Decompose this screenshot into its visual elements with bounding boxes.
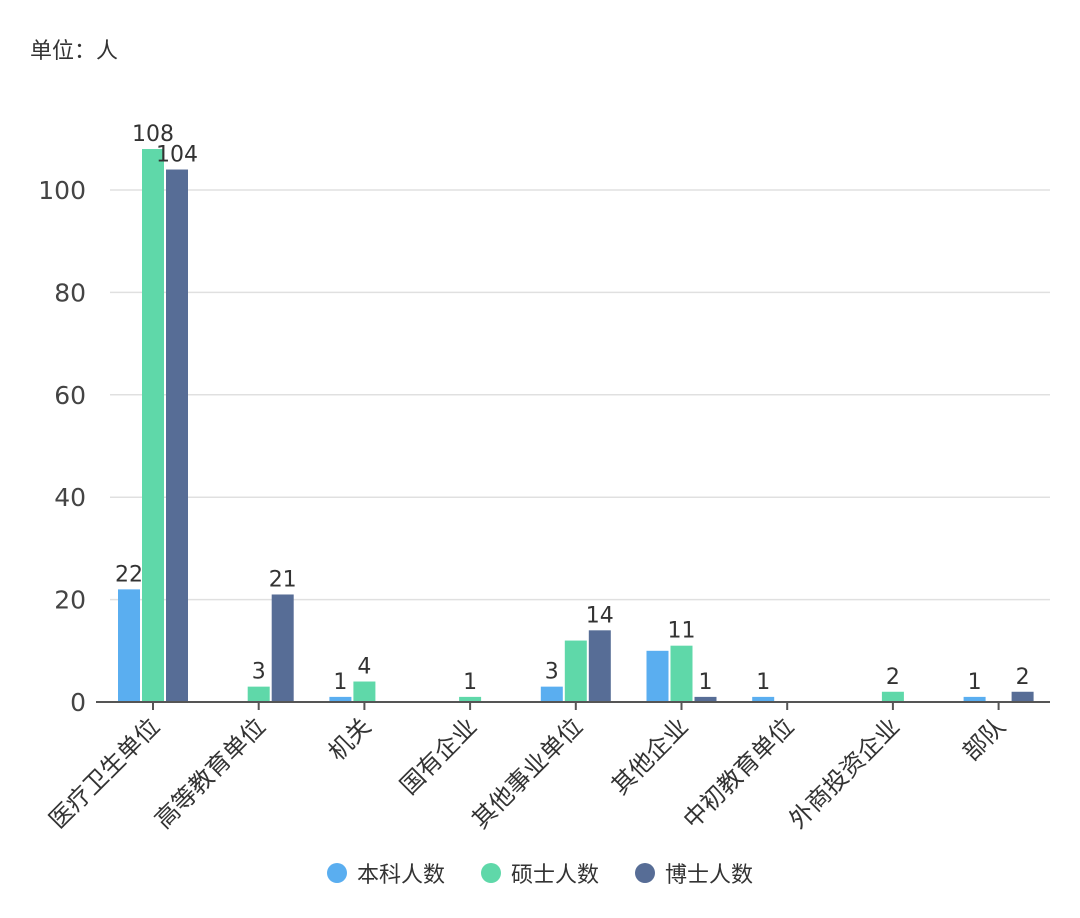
bar-value-label: 21 <box>269 567 297 592</box>
x-category-label: 部队 <box>957 712 1011 766</box>
bar-value-label: 1 <box>463 670 477 695</box>
bar-master <box>564 640 587 702</box>
bar-bachelor <box>646 650 669 702</box>
bar-doctor <box>166 169 188 702</box>
bar-value-label: 1 <box>333 670 347 695</box>
y-tick-label: 60 <box>54 381 86 410</box>
bar-value-label: 1 <box>756 670 770 695</box>
bar-value-label: 104 <box>156 143 198 168</box>
bar-value-label: 3 <box>545 660 559 685</box>
legend-item-bachelor[interactable]: 本科人数 <box>326 857 445 889</box>
bar-bachelor <box>540 686 563 702</box>
bar-value-label: 1 <box>699 670 713 695</box>
bar-doctor <box>1011 691 1034 702</box>
bar-master <box>459 696 482 702</box>
legend-item-master[interactable]: 硕士人数 <box>480 857 599 889</box>
grid-lines <box>110 189 1050 601</box>
bar-value-label: 22 <box>115 562 143 587</box>
legend-label: 博士人数 <box>665 863 754 888</box>
bar-master <box>247 686 270 702</box>
x-category-label: 高等教育单位 <box>149 712 271 834</box>
bar-bachelor <box>963 696 986 702</box>
x-category-label: 国有企业 <box>395 712 483 800</box>
bar-master <box>142 149 164 703</box>
legend-label: 本科人数 <box>356 863 445 888</box>
bar-master <box>881 691 904 702</box>
bar-value-label: 11 <box>668 619 696 644</box>
legend-dot-icon <box>326 863 347 883</box>
bar-value-label: 14 <box>586 603 614 628</box>
x-category-label: 机关 <box>323 712 377 766</box>
y-tick-label: 100 <box>38 176 86 205</box>
legend-dot-icon <box>635 863 655 883</box>
bar-value-label: 3 <box>252 660 266 685</box>
bar-value-label: 2 <box>1016 665 1030 690</box>
bar-bachelor <box>329 696 352 702</box>
y-tick-label: 20 <box>54 586 86 615</box>
bar-doctor <box>271 594 294 702</box>
bar-bachelor <box>118 589 140 702</box>
bar-master <box>353 681 376 702</box>
y-tick-label: 0 <box>70 688 86 717</box>
y-tick-label: 40 <box>54 483 86 512</box>
bar-doctor <box>588 630 611 702</box>
bar-value-label: 4 <box>357 655 371 680</box>
x-category-label: 医疗卫生单位 <box>44 712 166 834</box>
bars <box>118 149 1034 703</box>
y-axis: 0 20 40 60 80 100 <box>38 176 86 717</box>
y-tick-label: 80 <box>54 278 86 307</box>
unit-label: 单位：人 <box>30 39 119 64</box>
bar-value-label: 1 <box>968 670 982 695</box>
bar-value-label: 108 <box>132 122 174 147</box>
legend-label: 硕士人数 <box>510 863 599 888</box>
legend: 本科人数 硕士人数 博士人数 <box>0 855 1080 891</box>
legend-dot-icon <box>480 863 501 883</box>
bar-master <box>670 645 693 702</box>
x-category-label: 其他事业单位 <box>466 712 588 834</box>
x-category-label: 其他企业 <box>606 712 694 800</box>
bar-value-label: 2 <box>886 665 900 690</box>
bar-bachelor <box>752 696 775 702</box>
legend-item-doctor[interactable]: 博士人数 <box>635 857 753 889</box>
x-category-label: 中初教育单位 <box>678 712 800 834</box>
bar-doctor <box>694 696 717 702</box>
x-category-label: 外商投资企业 <box>784 712 906 834</box>
